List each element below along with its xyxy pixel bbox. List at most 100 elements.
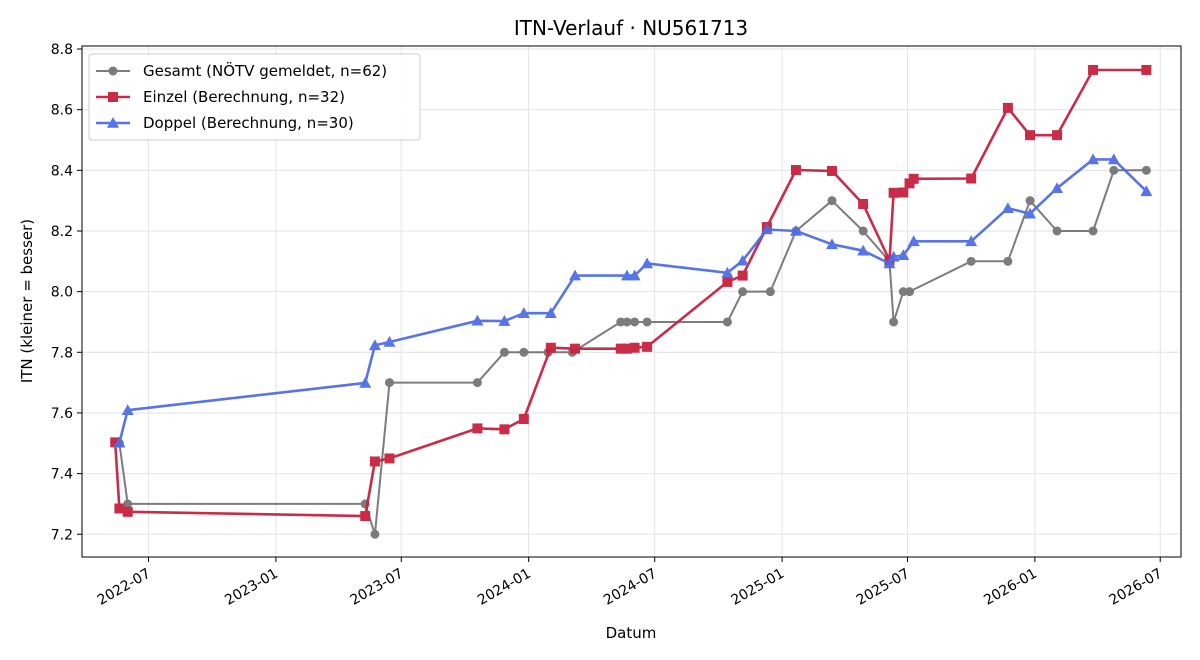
- data-point-gesamt: [898, 287, 908, 297]
- data-point-doppel: [897, 249, 910, 261]
- data-point-gesamt: [370, 529, 380, 539]
- data-point-einzel: [1025, 130, 1036, 141]
- data-point-doppel: [471, 314, 484, 326]
- legend: Gesamt (NÖTV gemeldet, n=62) Einzel (Bere…: [88, 53, 421, 141]
- data-point-gesamt: [123, 499, 133, 509]
- data-point-doppel: [498, 315, 511, 326]
- data-point-doppel: [1051, 182, 1064, 194]
- data-point-doppel: [760, 223, 773, 235]
- data-point-doppel: [113, 436, 126, 448]
- data-point-einzel: [1002, 102, 1013, 113]
- series-layer: [110, 64, 1153, 539]
- legend-marker: [108, 66, 118, 76]
- data-point-einzel: [888, 187, 899, 198]
- data-point-einzel: [384, 453, 395, 464]
- data-point-gesamt: [1109, 165, 1119, 175]
- data-point-doppel: [1001, 202, 1014, 214]
- y-tick-label: 7.8: [51, 345, 73, 361]
- y-axis-label: ITN (kleiner = besser): [18, 219, 36, 383]
- data-point-einzel: [615, 343, 626, 354]
- data-point-gesamt: [1025, 196, 1035, 206]
- data-point-einzel: [858, 199, 869, 210]
- data-point-doppel: [517, 307, 530, 318]
- legend-entry-einzel: [96, 92, 130, 102]
- data-point-gesamt: [384, 378, 394, 388]
- data-point-gesamt: [630, 317, 640, 327]
- data-point-einzel: [629, 342, 640, 353]
- data-point-einzel: [1052, 130, 1063, 141]
- data-point-einzel: [621, 343, 632, 354]
- data-point-doppel: [1107, 153, 1120, 165]
- data-point-einzel: [642, 341, 653, 352]
- data-point-doppel: [887, 250, 900, 262]
- data-point-einzel: [518, 414, 529, 425]
- data-point-einzel: [908, 173, 919, 184]
- data-point-doppel: [721, 266, 734, 278]
- data-point-doppel: [789, 224, 802, 236]
- data-point-gesamt: [858, 226, 868, 236]
- data-point-einzel: [110, 437, 121, 448]
- x-axis-label: Datum: [606, 624, 657, 642]
- data-point-einzel: [1088, 64, 1099, 75]
- y-tick-label: 8.6: [51, 103, 73, 119]
- data-point-einzel: [545, 342, 556, 353]
- data-point-gesamt: [519, 347, 529, 357]
- data-point-gesamt: [765, 287, 775, 297]
- data-point-gesamt: [827, 196, 837, 206]
- data-point-doppel: [736, 254, 749, 266]
- data-point-doppel: [857, 244, 870, 256]
- data-point-einzel: [114, 503, 125, 514]
- data-point-einzel: [570, 343, 581, 354]
- data-point-doppel: [368, 339, 381, 351]
- y-tick-label: 7.2: [51, 527, 73, 543]
- data-point-doppel: [1087, 153, 1100, 165]
- legend-entry-doppel: [96, 117, 130, 128]
- data-point-einzel: [790, 165, 801, 176]
- legend-marker: [108, 92, 118, 102]
- data-point-doppel: [544, 307, 557, 318]
- data-point-doppel: [620, 269, 633, 281]
- y-tick-label: 8.8: [51, 42, 73, 58]
- data-point-gesamt: [622, 317, 632, 327]
- data-point-gesamt: [1052, 226, 1062, 236]
- data-point-doppel: [1024, 207, 1037, 219]
- data-point-gesamt: [738, 287, 748, 297]
- data-point-doppel: [641, 257, 654, 269]
- data-point-einzel: [360, 511, 371, 522]
- data-point-einzel: [369, 456, 380, 467]
- data-point-gesamt: [642, 317, 652, 327]
- series-doppel: [113, 153, 1153, 448]
- data-point-gesamt: [499, 347, 509, 357]
- legend-label: Einzel (Berechnung, n=32): [143, 88, 345, 106]
- data-point-gesamt: [1088, 226, 1098, 236]
- data-point-doppel: [359, 376, 372, 388]
- data-point-doppel: [569, 269, 582, 281]
- data-point-gesamt: [616, 317, 626, 327]
- legend-label: Gesamt (NÖTV gemeldet, n=62): [143, 61, 387, 80]
- data-point-einzel: [499, 424, 510, 435]
- data-point-einzel: [1141, 64, 1152, 75]
- data-point-einzel: [472, 423, 483, 434]
- chart-title: ITN-Verlauf · NU561713: [514, 16, 748, 40]
- legend-entry-gesamt: [96, 66, 130, 76]
- data-point-doppel: [825, 238, 838, 250]
- data-point-einzel: [826, 165, 837, 176]
- data-point-einzel: [722, 276, 733, 287]
- data-point-gesamt: [1141, 165, 1151, 175]
- data-point-doppel: [628, 269, 641, 281]
- data-point-einzel: [122, 506, 133, 517]
- data-point-doppel: [965, 235, 978, 247]
- plot-frame: [81, 45, 1182, 558]
- legend-label: Doppel (Berechnung, n=30): [143, 114, 354, 132]
- data-point-doppel: [121, 404, 134, 416]
- data-point-gesamt: [472, 378, 482, 388]
- data-point-doppel: [383, 335, 396, 347]
- legend-marker: [107, 117, 119, 128]
- data-point-doppel: [907, 235, 920, 247]
- data-point-doppel: [883, 257, 896, 269]
- data-point-gesamt: [889, 317, 899, 327]
- y-tick-label: 8.4: [51, 163, 73, 179]
- legend-box: [88, 53, 421, 141]
- y-tick-label: 7.4: [51, 467, 73, 483]
